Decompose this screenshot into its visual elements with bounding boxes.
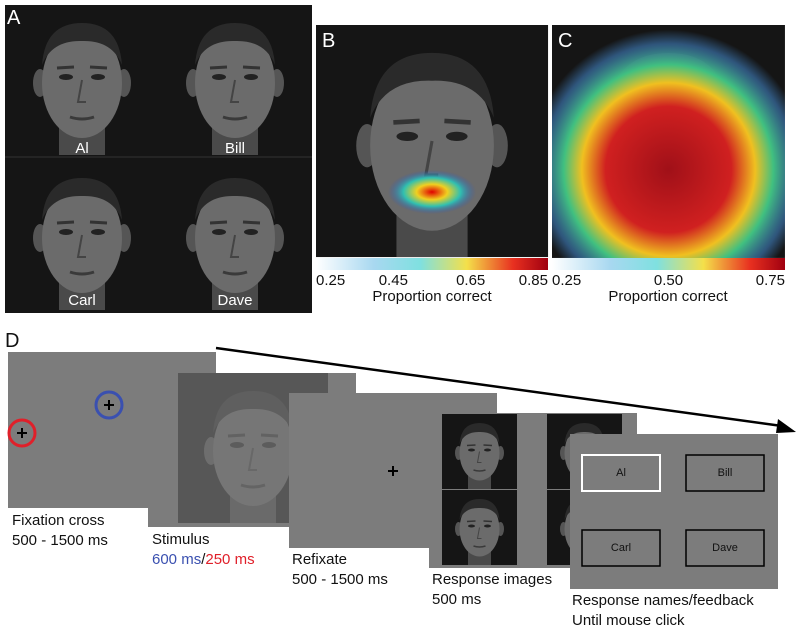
- face-name: Al: [75, 140, 88, 157]
- colorbar-tick-label: 0.50: [654, 272, 683, 289]
- button-label: Dave: [712, 542, 738, 554]
- colorbar: [316, 258, 548, 270]
- fixation-cross: [104, 400, 114, 410]
- fixation-circle: [7, 418, 37, 448]
- fixation-cross: [17, 428, 27, 438]
- step-label: Response images: [432, 571, 552, 588]
- face: [5, 3, 159, 157]
- step-duration: Until mouse click: [572, 612, 685, 629]
- fixation-cross: [388, 466, 398, 476]
- step-duration: 500 - 1500 ms: [12, 532, 108, 549]
- step-duration: 600 ms/250 ms: [152, 551, 255, 568]
- button-label: Carl: [611, 542, 631, 554]
- colorbar-tick-label: 0.25: [316, 272, 345, 289]
- colorbar-ticks: 0.25 0.45 0.65 0.85: [316, 272, 548, 289]
- panel-label: B: [322, 30, 335, 52]
- colorbar-tick-label: 0.25: [552, 272, 581, 289]
- panel-label: A: [7, 7, 21, 29]
- face: [316, 25, 548, 257]
- button-label: Al: [616, 467, 626, 479]
- step-label: Stimulus: [152, 531, 210, 548]
- step-label: Refixate: [292, 551, 347, 568]
- step-label: Fixation cross: [12, 512, 105, 529]
- face: [441, 413, 518, 490]
- face: [158, 3, 312, 157]
- button-label: Bill: [718, 467, 733, 479]
- name-button: [581, 454, 661, 492]
- time-arrow: [215, 346, 783, 428]
- arrow-head: [776, 419, 796, 433]
- face-name: Carl: [68, 292, 96, 309]
- step-duration: 500 - 1500 ms: [292, 571, 388, 588]
- colorbar-tick-label: 0.65: [456, 272, 485, 289]
- face-name: Dave: [217, 292, 252, 309]
- heatmap: [552, 25, 785, 258]
- name-button: [685, 454, 765, 492]
- face: [441, 489, 518, 566]
- step-label: Response names/feedback: [572, 592, 754, 609]
- face-name: Bill: [225, 140, 245, 157]
- colorbar-title: Proportion correct: [608, 288, 728, 305]
- heatmap: [388, 170, 476, 214]
- duration-short: 250 ms: [205, 551, 254, 568]
- face: [158, 158, 312, 312]
- separator: /: [201, 551, 206, 568]
- fixation-circle: [94, 390, 124, 420]
- colorbar-tick-label: 0.75: [756, 272, 785, 289]
- name-button: [581, 529, 661, 567]
- colorbar-tick-label: 0.45: [379, 272, 408, 289]
- panel-label: C: [558, 30, 572, 52]
- colorbar-tick-label: 0.85: [519, 272, 548, 289]
- step-duration: 500 ms: [432, 591, 481, 608]
- screen: [570, 434, 778, 589]
- colorbar-title: Proportion correct: [372, 288, 492, 305]
- face: [5, 158, 159, 312]
- duration-long: 600 ms: [152, 551, 201, 568]
- panel-label: D: [5, 330, 19, 352]
- name-button: [685, 529, 765, 567]
- colorbar-ticks: 0.25 0.50 0.75: [552, 272, 785, 289]
- colorbar: [552, 258, 785, 270]
